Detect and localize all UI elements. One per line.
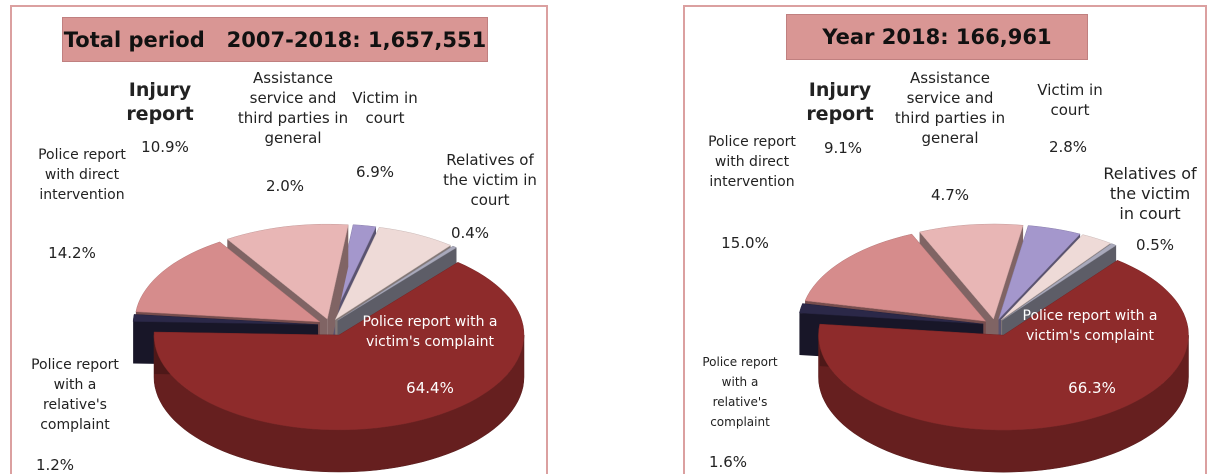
- category-label: Relatives of the victim in court: [443, 151, 537, 209]
- value-label: 6.9%: [355, 163, 395, 181]
- category-label: Police report with a victim's complaint: [1022, 308, 1158, 344]
- value-label: 2.0%: [265, 177, 305, 195]
- slice: [153, 262, 525, 431]
- slice: [804, 233, 987, 322]
- slice: [135, 241, 321, 323]
- slice: [799, 303, 984, 325]
- value-label: 2.8%: [1048, 138, 1088, 156]
- value-label: 64.4%: [406, 379, 454, 397]
- category-label: Assistance service and third parties in …: [894, 69, 1006, 147]
- category-label: Police report with a relative's complain…: [31, 357, 119, 433]
- category-label: Police report with a relative's complain…: [702, 355, 778, 429]
- slice: [132, 314, 319, 325]
- value-label: 1.6%: [708, 453, 748, 471]
- category-label: Victim in court: [1037, 81, 1103, 119]
- value-label: 0.5%: [1135, 236, 1175, 254]
- slice: [331, 224, 377, 320]
- value-label: 10.9%: [141, 138, 189, 156]
- slice: [1001, 234, 1112, 321]
- slice-wall: [327, 224, 349, 362]
- category-label: Police report with a victim's complaint: [362, 314, 498, 350]
- slice: [226, 223, 349, 320]
- slice: [334, 227, 452, 321]
- slice: [998, 225, 1081, 320]
- value-label: 66.3%: [1068, 379, 1116, 397]
- category-label: Assistance service and third parties in …: [237, 69, 349, 147]
- category-label: Injury report: [806, 79, 874, 125]
- slice: [1002, 243, 1117, 321]
- value-label: 1.2%: [35, 456, 75, 474]
- value-label: 0.4%: [450, 224, 490, 242]
- category-label: Police report with direct intervention: [38, 147, 126, 203]
- value-label: 9.1%: [823, 139, 863, 157]
- value-label: 14.2%: [48, 244, 96, 262]
- slice: [337, 245, 458, 321]
- category-label: Injury report: [126, 79, 194, 125]
- category-label: Police report with direct intervention: [708, 134, 796, 190]
- panel: [683, 5, 1207, 474]
- chart-title: Year 2018: 166,961: [786, 14, 1088, 60]
- slice: [919, 223, 1024, 320]
- panel: [10, 5, 548, 474]
- chart-title: Total period 2007-2018: 1,657,551: [62, 17, 488, 62]
- slice: [818, 260, 1189, 431]
- category-label: Victim in court: [352, 89, 418, 127]
- value-label: 15.0%: [721, 234, 769, 252]
- value-label: 4.7%: [930, 186, 970, 204]
- category-label: Relatives of the victim in court: [1103, 164, 1197, 223]
